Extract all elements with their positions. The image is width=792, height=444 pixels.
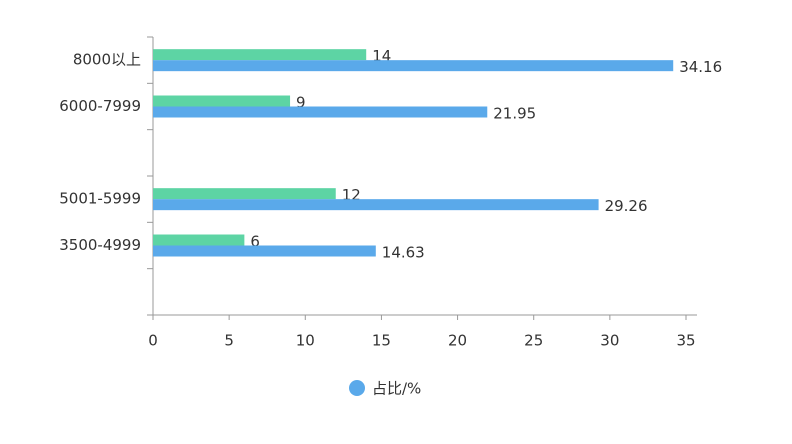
x-tick-label: 35 (676, 332, 695, 350)
data-label: 21.95 (493, 105, 536, 123)
legend-label: 占比/% (372, 380, 421, 398)
x-tick-label: 25 (524, 332, 543, 350)
bar (153, 199, 599, 211)
x-tick-label: 0 (148, 332, 158, 350)
x-tick-label: 10 (296, 332, 315, 350)
legend-marker (349, 380, 365, 396)
y-tick-label: 3500-4999 (59, 236, 141, 254)
data-label: 34.16 (679, 58, 722, 76)
x-tick-label: 5 (224, 332, 234, 350)
x-tick-label: 30 (600, 332, 619, 350)
bar (153, 245, 376, 257)
x-tick-label: 15 (372, 332, 391, 350)
bar (153, 60, 674, 72)
bar (153, 95, 291, 107)
bar (153, 49, 367, 61)
bar (153, 234, 245, 246)
x-tick-label: 20 (448, 332, 467, 350)
y-tick-label: 6000-7999 (59, 97, 141, 115)
data-label: 29.26 (605, 197, 648, 215)
data-label: 9 (296, 94, 306, 112)
bar (153, 188, 336, 200)
data-label: 14.63 (382, 244, 425, 262)
bar (153, 106, 488, 118)
y-tick-label: 5001-5999 (59, 190, 141, 208)
data-label: 6 (250, 233, 260, 251)
y-tick-label: 8000以上 (73, 51, 141, 69)
